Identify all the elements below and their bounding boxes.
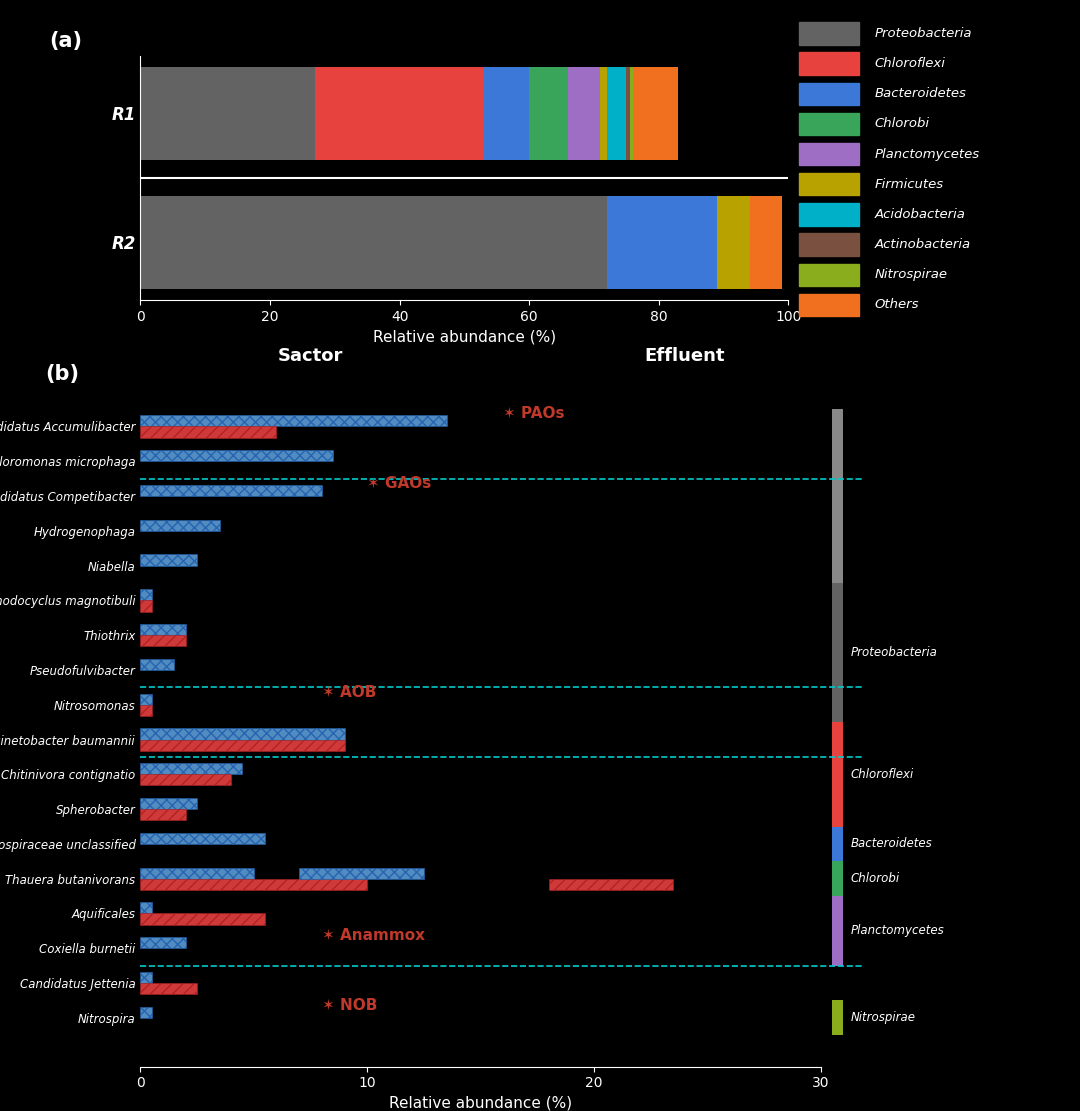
Text: Proteobacteria: Proteobacteria xyxy=(850,647,937,659)
Text: Others: Others xyxy=(875,299,919,311)
Bar xyxy=(140,809,186,820)
Bar xyxy=(832,409,843,583)
Bar xyxy=(140,774,231,785)
X-axis label: Relative abundance (%): Relative abundance (%) xyxy=(373,329,556,344)
Bar xyxy=(140,798,198,809)
Text: Bacteroidetes: Bacteroidetes xyxy=(850,838,932,850)
Bar xyxy=(799,82,859,104)
Bar xyxy=(630,67,633,160)
Bar xyxy=(140,589,151,600)
Bar xyxy=(832,722,843,827)
Bar xyxy=(140,554,198,565)
Bar xyxy=(799,22,859,44)
Text: Firmicutes: Firmicutes xyxy=(875,178,944,191)
Bar xyxy=(140,704,151,715)
X-axis label: Relative abundance (%): Relative abundance (%) xyxy=(389,1095,572,1111)
Bar xyxy=(140,879,367,890)
Bar xyxy=(140,520,220,531)
Bar xyxy=(140,693,151,704)
Bar xyxy=(750,196,782,289)
Bar xyxy=(299,868,423,879)
Text: Effluent: Effluent xyxy=(645,347,725,364)
Bar xyxy=(799,112,859,136)
Bar xyxy=(799,173,859,196)
Text: (a): (a) xyxy=(50,31,83,51)
Text: Nitrospirae: Nitrospirae xyxy=(850,1011,915,1024)
Bar xyxy=(799,52,859,74)
Text: Chlorobi: Chlorobi xyxy=(875,118,930,130)
Bar xyxy=(140,416,447,427)
Bar xyxy=(607,196,717,289)
Bar xyxy=(140,450,333,461)
Text: Bacteroidetes: Bacteroidetes xyxy=(875,88,967,100)
Text: Planctomycetes: Planctomycetes xyxy=(850,924,944,938)
Bar xyxy=(140,635,186,647)
Text: ✶ NOB: ✶ NOB xyxy=(322,998,377,1012)
Text: Proteobacteria: Proteobacteria xyxy=(875,27,972,40)
Bar xyxy=(633,67,678,160)
Bar xyxy=(140,972,151,983)
Bar xyxy=(140,833,266,844)
Bar xyxy=(832,827,843,861)
Bar xyxy=(626,67,630,160)
Bar xyxy=(799,143,859,166)
Text: ✶ PAOs: ✶ PAOs xyxy=(503,407,565,421)
Bar xyxy=(315,67,484,160)
Text: Planctomycetes: Planctomycetes xyxy=(875,148,980,161)
Text: ✶ Anammox: ✶ Anammox xyxy=(322,928,424,943)
Text: ✶ GAOs: ✶ GAOs xyxy=(367,476,431,491)
Bar xyxy=(140,983,198,994)
Text: Chloroflexi: Chloroflexi xyxy=(850,768,914,781)
Bar xyxy=(140,600,151,611)
Bar xyxy=(140,729,345,740)
Bar xyxy=(140,938,186,949)
Text: Nitrospirae: Nitrospirae xyxy=(875,269,948,281)
Bar xyxy=(140,740,345,751)
Bar xyxy=(607,67,626,160)
Bar xyxy=(140,763,242,774)
Bar xyxy=(832,897,843,965)
Text: Sactor: Sactor xyxy=(278,347,343,364)
Text: Actinobacteria: Actinobacteria xyxy=(875,238,971,251)
Bar xyxy=(549,879,674,890)
Bar xyxy=(140,659,175,670)
Bar xyxy=(799,293,859,317)
Text: Acidobacteria: Acidobacteria xyxy=(875,208,966,221)
Bar xyxy=(140,427,276,438)
Text: Chlorobi: Chlorobi xyxy=(850,872,900,885)
Text: (b): (b) xyxy=(45,364,79,384)
Bar xyxy=(140,196,607,289)
Bar xyxy=(140,868,254,879)
Bar xyxy=(484,67,529,160)
Bar xyxy=(799,203,859,226)
Bar xyxy=(140,624,186,635)
Bar xyxy=(717,196,750,289)
Bar xyxy=(140,1007,151,1018)
Bar xyxy=(140,902,151,913)
Bar xyxy=(140,484,322,496)
Text: Chloroflexi: Chloroflexi xyxy=(875,57,946,70)
Bar xyxy=(140,913,266,924)
Text: ✶ AOB: ✶ AOB xyxy=(322,684,376,700)
Bar xyxy=(529,67,568,160)
Bar xyxy=(832,861,843,897)
Bar xyxy=(140,67,315,160)
Bar xyxy=(832,583,843,722)
Bar xyxy=(832,1001,843,1035)
Bar xyxy=(600,67,607,160)
Bar xyxy=(568,67,600,160)
Bar xyxy=(799,233,859,256)
Bar xyxy=(799,263,859,286)
